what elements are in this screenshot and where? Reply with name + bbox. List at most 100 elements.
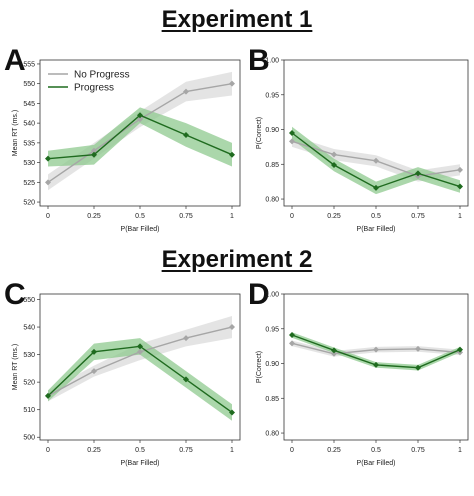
y-tick-label: 0.90 [265,361,279,368]
panel-letter-a: A [4,44,26,77]
y-tick-label: 530 [23,160,35,167]
no-progress-data-point [457,166,463,173]
x-tick-label: 0 [46,447,50,454]
x-tick-label: 0 [290,213,294,220]
no-progress-data-point [137,348,143,355]
panel-letter-b: B [248,44,270,77]
progress-data-point [229,409,235,416]
y-tick-label: 520 [23,380,35,387]
progress-data-point [373,361,379,368]
chart-a: 520 525 530 535 540 545 550 555 0 0.25 0.5 0.75 1 P(B… [12,59,241,233]
experiment-2-title: Experiment 2 [161,246,313,273]
no-progress-data-point [289,138,295,145]
x-tick-label: 0.5 [135,213,145,220]
chart-c: 500 510 520 530 540 550 0 0.25 0.5 0.75 1 P(Bar Fil… [12,293,241,467]
progress-data-point [331,347,337,354]
x-tick-label: 0.25 [87,213,101,220]
chart-b: 0.80 0.85 0.90 0.95 1.00 0 0.25 0.5 0.75 1 P(Bar F… [256,58,469,233]
progress-data-point [331,161,337,168]
x-axis-label: P(Bar Filled) [357,226,396,233]
x-tick-label: 0.5 [135,447,145,454]
progress-data-point [289,332,295,339]
no-progress-data-point [331,151,337,158]
x-tick-label: 0.25 [327,447,341,454]
experiment-1-title: Experiment 1 [161,6,313,33]
y-tick-label: 0.85 [265,396,279,403]
no-progress-legend-label: No Progress [74,70,130,81]
y-axis-label: Mean RT (ms.) [12,344,19,390]
y-tick-label: 530 [23,352,35,359]
progress-data-point [229,151,235,158]
progress-data-point [289,130,295,136]
y-tick-label: 0.95 [265,92,279,99]
x-tick-label: 0.75 [179,447,193,454]
no-progress-confidence-band [48,71,232,191]
no-progress-data-point [229,80,235,87]
progress-data-point [137,112,143,119]
x-tick-label: 1 [230,447,234,454]
no-progress-data-point [91,147,97,154]
panel-letter-d: D [248,278,270,311]
x-tick-label: 0.25 [327,213,341,220]
chart-d: 0.80 0.85 0.90 0.95 1.00 0 0.25 0.5 0.75 1 P(Bar F… [256,292,469,467]
panel-letter-c: C [4,278,26,311]
progress-confidence-band [48,338,232,421]
progress-data-point [45,392,51,399]
no-progress-data-point [183,88,189,95]
x-tick-label: 1 [458,213,462,220]
y-tick-label: 0.90 [265,127,279,134]
progress-data-point [137,343,143,350]
no-progress-data-point [45,179,51,186]
x-tick-label: 0.75 [411,213,425,220]
y-tick-label: 555 [23,61,35,68]
progress-data-point [183,131,189,138]
y-tick-label: 1.00 [265,58,279,65]
y-axis-label: P(Correct) [256,351,263,383]
x-tick-label: 0.5 [371,447,381,454]
x-axis-label: P(Bar Filled) [121,460,160,467]
no-progress-data-point [415,345,421,352]
y-tick-label: 525 [23,180,35,187]
no-progress-data-point [183,335,189,342]
no-progress-data-point [331,350,337,357]
y-tick-label: 520 [23,200,35,207]
progress-data-point [373,184,379,191]
progress-data-point [183,376,189,383]
y-axis-label: Mean RT (ms.) [12,110,19,156]
y-tick-label: 540 [23,325,35,332]
y-tick-label: 0.80 [265,197,279,204]
y-tick-label: 500 [23,435,35,442]
y-tick-label: 510 [23,407,35,414]
no-progress-data-point [91,368,97,375]
progress-data-point [457,183,463,190]
y-tick-label: 550 [23,81,35,88]
x-tick-label: 0 [46,213,50,220]
progress-data-point [91,348,97,355]
progress-data-point [457,346,463,353]
no-progress-data-point [373,157,379,164]
y-tick-label: 0.95 [265,326,279,333]
x-tick-label: 0.25 [87,447,101,454]
progress-legend-label: Progress [74,83,114,94]
y-tick-label: 0.85 [265,162,279,169]
x-tick-label: 0 [290,447,294,454]
progress-data-point [45,155,51,162]
x-tick-label: 0.75 [179,213,193,220]
y-tick-label: 540 [23,121,35,128]
y-tick-label: 550 [23,297,35,304]
no-progress-data-point [137,116,143,123]
x-axis-label: P(Bar Filled) [121,226,160,233]
progress-data-point [415,170,421,177]
y-axis-label: P(Correct) [256,117,263,149]
x-tick-label: 0.75 [411,447,425,454]
plot-frame [39,293,241,441]
y-tick-label: 0.80 [265,431,279,438]
x-tick-label: 1 [230,213,234,220]
y-tick-label: 545 [23,101,35,108]
no-progress-data-point [229,324,235,331]
y-tick-label: 535 [23,140,35,147]
x-axis-label: P(Bar Filled) [357,460,396,467]
legend-box [46,66,138,94]
progress-data-point [415,364,421,371]
y-tick-label: 1.00 [265,292,279,299]
